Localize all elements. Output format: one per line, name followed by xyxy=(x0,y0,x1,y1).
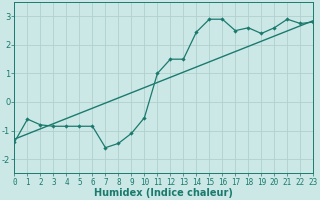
X-axis label: Humidex (Indice chaleur): Humidex (Indice chaleur) xyxy=(94,188,233,198)
